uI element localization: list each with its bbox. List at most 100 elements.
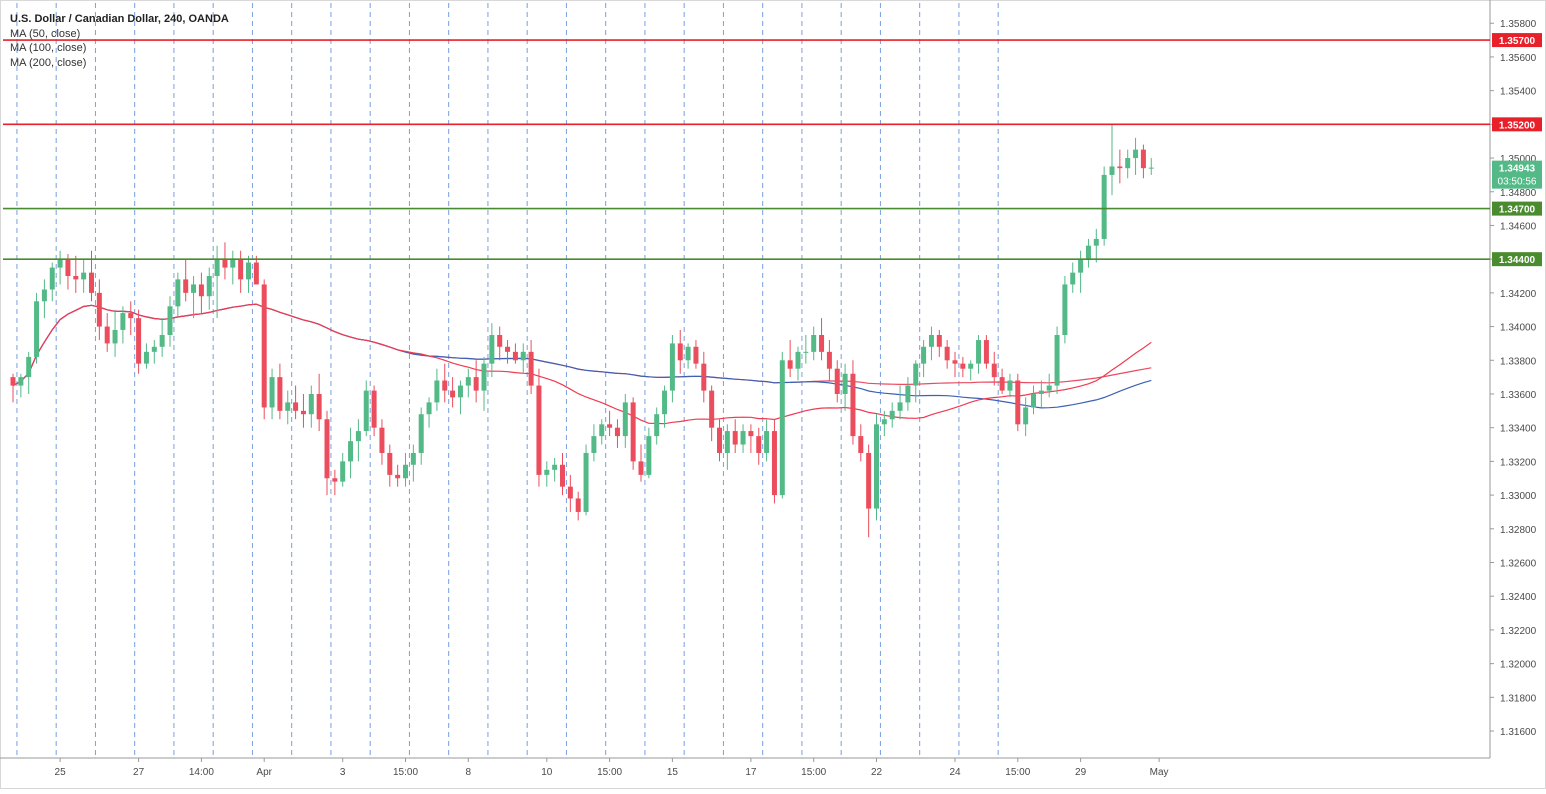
candle-bullish bbox=[308, 385, 314, 428]
candle-bearish bbox=[638, 444, 644, 482]
candle-bullish bbox=[246, 255, 251, 293]
candle-bullish bbox=[764, 419, 770, 462]
candle-bullish bbox=[34, 292, 40, 364]
candle-bearish bbox=[607, 410, 613, 437]
candle-body bbox=[151, 346, 157, 352]
candle-body bbox=[693, 346, 699, 364]
candle-bearish bbox=[701, 351, 707, 403]
candle-body bbox=[175, 279, 181, 307]
candle-bullish bbox=[685, 343, 691, 369]
candle-bullish bbox=[662, 385, 668, 428]
candle-bearish bbox=[1015, 373, 1021, 432]
time-axis-label: 3 bbox=[340, 767, 346, 778]
candle-body bbox=[450, 390, 456, 398]
candle-bullish bbox=[1085, 238, 1091, 268]
candle-bearish bbox=[1117, 149, 1123, 184]
candle-bullish bbox=[151, 340, 157, 364]
candle-bearish bbox=[1140, 144, 1146, 179]
candle-bullish bbox=[520, 343, 526, 374]
candle-body bbox=[457, 385, 463, 398]
candle-body bbox=[489, 334, 495, 364]
candle-bearish bbox=[826, 340, 832, 381]
candle-bullish bbox=[1093, 228, 1099, 263]
resistance-level-label: 1.35200 bbox=[1499, 120, 1536, 131]
candle-body bbox=[253, 262, 259, 285]
time-axis-label: 15:00 bbox=[1005, 767, 1030, 778]
time-axis-label: 29 bbox=[1075, 767, 1087, 778]
candle-body bbox=[89, 272, 94, 293]
candle-bearish bbox=[960, 356, 966, 378]
candle-body bbox=[740, 431, 746, 445]
candle-body bbox=[614, 427, 620, 437]
candle-bullish bbox=[434, 368, 440, 411]
candle-bearish bbox=[787, 340, 793, 378]
candle-bearish bbox=[748, 424, 754, 453]
indicator-ma-200[interactable]: MA (200, close) bbox=[10, 56, 87, 69]
candle-bullish bbox=[976, 334, 982, 374]
candle-body bbox=[960, 363, 966, 369]
price-axis-label: 1.32400 bbox=[1500, 592, 1537, 603]
candle-body bbox=[316, 393, 322, 420]
time-axis-label: 14:00 bbox=[189, 767, 214, 778]
candle-body bbox=[1070, 272, 1076, 285]
candle-body bbox=[936, 334, 942, 347]
candle-bullish bbox=[842, 363, 848, 411]
price-axis-label: 1.33200 bbox=[1500, 457, 1537, 468]
candle-bullish bbox=[1031, 385, 1036, 415]
candle-bearish bbox=[222, 242, 228, 280]
price-axis-label: 1.35000 bbox=[1500, 154, 1537, 165]
candle-body bbox=[403, 464, 408, 479]
candle-bullish bbox=[921, 340, 927, 378]
candle-body bbox=[120, 313, 126, 330]
candle-body bbox=[1023, 407, 1029, 425]
candle-body bbox=[952, 360, 958, 364]
candle-bullish bbox=[489, 323, 495, 378]
candle-body bbox=[599, 424, 605, 437]
candle-body bbox=[371, 390, 377, 428]
candle-bullish bbox=[1109, 124, 1115, 196]
time-axis-label: 27 bbox=[133, 767, 145, 778]
candle-bearish bbox=[293, 385, 299, 420]
candle-body bbox=[826, 351, 832, 369]
candle-body bbox=[277, 377, 283, 411]
candle-body bbox=[10, 377, 16, 386]
candle-body bbox=[497, 334, 503, 347]
candle-body bbox=[1078, 259, 1084, 273]
candle-bullish bbox=[889, 402, 895, 428]
candle-body bbox=[850, 373, 856, 437]
price-axis-label: 1.31800 bbox=[1500, 693, 1537, 704]
resistance-level-label: 1.35700 bbox=[1499, 36, 1536, 47]
indicator-ma-50[interactable]: MA (50, close) bbox=[10, 27, 81, 40]
candle-bullish bbox=[583, 444, 589, 516]
candle-bearish bbox=[991, 351, 997, 386]
candle-body bbox=[1007, 380, 1013, 391]
candle-bearish bbox=[128, 301, 134, 335]
candle-body bbox=[285, 402, 291, 411]
candle-bullish bbox=[167, 296, 173, 347]
candle-bullish bbox=[191, 276, 197, 319]
candle-body bbox=[913, 363, 919, 386]
candle-body bbox=[355, 431, 361, 442]
candle-bullish bbox=[881, 410, 887, 437]
candle-body bbox=[159, 334, 165, 347]
candle-body bbox=[1085, 245, 1091, 260]
candle-body bbox=[795, 351, 801, 369]
candle-body bbox=[332, 478, 338, 482]
indicator-ma-100[interactable]: MA (100, close) bbox=[10, 42, 87, 54]
candle-body bbox=[622, 402, 628, 437]
candle-body bbox=[717, 427, 722, 453]
candle-bullish bbox=[143, 343, 149, 369]
candle-body bbox=[167, 306, 173, 335]
candle-body bbox=[607, 424, 613, 428]
candle-body bbox=[591, 436, 597, 453]
candle-body bbox=[418, 414, 424, 453]
candle-body bbox=[999, 377, 1005, 391]
chart-legend: U.S. Dollar / Canadian Dollar, 240, OAND… bbox=[10, 12, 229, 70]
candle-body bbox=[442, 380, 448, 391]
candle-bearish bbox=[65, 254, 71, 290]
candle-bullish bbox=[26, 351, 32, 394]
time-axis-label: 15:00 bbox=[597, 767, 622, 778]
candle-bullish bbox=[803, 334, 809, 364]
